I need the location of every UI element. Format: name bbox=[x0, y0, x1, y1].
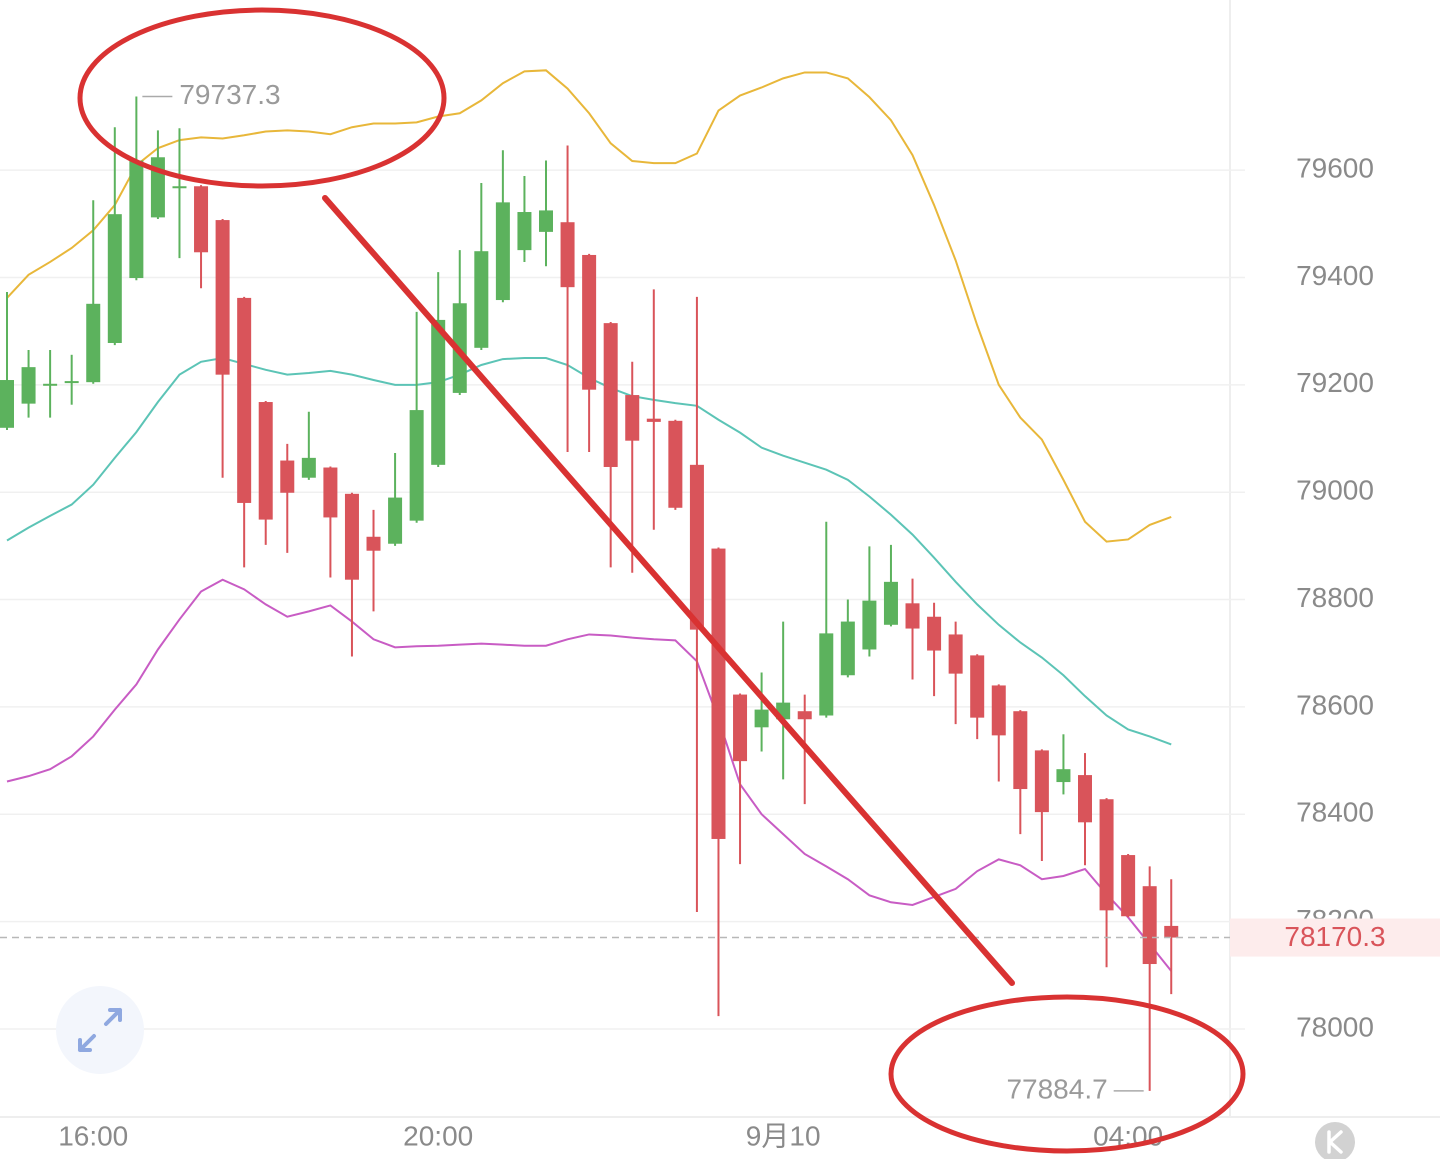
candle-body bbox=[819, 633, 834, 716]
candle-body bbox=[344, 493, 359, 580]
logo-bg bbox=[1315, 1122, 1355, 1162]
candle-body bbox=[1164, 925, 1179, 938]
candle-body bbox=[237, 297, 252, 503]
candle-body bbox=[948, 634, 963, 674]
max-label: 79737.3 bbox=[179, 79, 280, 110]
candle-body bbox=[797, 711, 812, 720]
candle-body bbox=[668, 420, 683, 508]
candle-body bbox=[258, 402, 273, 520]
candle-body bbox=[733, 694, 748, 762]
band-line bbox=[6, 69, 1172, 543]
candle-body bbox=[970, 655, 985, 718]
candle-body bbox=[905, 603, 920, 629]
logo-k bbox=[1327, 1130, 1343, 1154]
candle-body bbox=[625, 395, 640, 441]
y-tick-label: 78400 bbox=[1296, 797, 1374, 828]
candle-body bbox=[474, 251, 489, 348]
y-tick-label: 78000 bbox=[1296, 1011, 1374, 1042]
candle-body bbox=[0, 380, 14, 428]
candle-body bbox=[215, 220, 230, 375]
candle-body bbox=[1056, 769, 1071, 783]
candle-body bbox=[883, 581, 898, 625]
candle-body bbox=[1099, 799, 1114, 911]
x-tick-label: 9月10 bbox=[746, 1120, 821, 1151]
candle-body bbox=[646, 418, 661, 422]
x-tick-label: 20:00 bbox=[403, 1120, 473, 1151]
candle-body bbox=[1121, 855, 1136, 917]
annotations bbox=[77, 7, 1246, 1154]
y-tick-label: 79000 bbox=[1296, 475, 1374, 506]
candle-body bbox=[323, 467, 338, 518]
candle-body bbox=[107, 214, 122, 343]
candle-body bbox=[409, 410, 424, 521]
candle-body bbox=[517, 212, 532, 251]
candle-body bbox=[280, 460, 295, 493]
candle-body bbox=[754, 709, 769, 728]
x-tick-label: 16:00 bbox=[58, 1120, 128, 1151]
candle-body bbox=[1034, 750, 1049, 813]
candle-body bbox=[582, 254, 597, 390]
candle-body bbox=[388, 497, 403, 544]
candle-body bbox=[64, 381, 79, 384]
candle-body bbox=[603, 323, 618, 467]
grid bbox=[0, 169, 1245, 1030]
plot bbox=[0, 69, 1179, 1091]
expand-icon bbox=[78, 1008, 122, 1052]
candle-body bbox=[862, 600, 877, 650]
candle-body bbox=[560, 222, 575, 288]
candle-body bbox=[1013, 711, 1028, 790]
current-price-label: 78170.3 bbox=[1284, 921, 1385, 952]
candle-body bbox=[927, 616, 942, 651]
candle-body bbox=[21, 367, 36, 404]
candle-body bbox=[1078, 775, 1092, 823]
min-label: 77884.7 bbox=[1006, 1073, 1107, 1104]
candle-body bbox=[194, 186, 209, 253]
candle-body bbox=[431, 319, 446, 465]
axis-labels: 7800078200784007860078800790007920079400… bbox=[0, 79, 1440, 1151]
candle-body bbox=[129, 160, 144, 279]
candle-body bbox=[366, 536, 381, 551]
expand-button-bg bbox=[56, 986, 144, 1074]
annotation-ellipse bbox=[888, 994, 1246, 1154]
y-tick-label: 79600 bbox=[1296, 153, 1374, 184]
candle-body bbox=[840, 621, 855, 676]
expand-button[interactable] bbox=[56, 986, 144, 1074]
y-tick-label: 79200 bbox=[1296, 367, 1374, 398]
y-tick-label: 78600 bbox=[1296, 689, 1374, 720]
annotation-trend-line bbox=[322, 195, 1015, 986]
band-line bbox=[6, 578, 1173, 972]
y-tick-label: 78800 bbox=[1296, 582, 1374, 613]
candle-body bbox=[43, 383, 58, 386]
candle-body bbox=[1142, 886, 1157, 965]
candle-body bbox=[539, 210, 553, 232]
candle-body bbox=[689, 464, 704, 630]
candle-body bbox=[495, 202, 510, 301]
candle-body bbox=[991, 685, 1006, 736]
candle-body bbox=[172, 186, 187, 189]
candle-body bbox=[711, 548, 726, 839]
candle-body bbox=[301, 457, 316, 478]
current-price-box bbox=[1230, 918, 1440, 957]
candle-body bbox=[86, 303, 101, 383]
y-tick-label: 79400 bbox=[1296, 260, 1374, 291]
annotation-ellipse bbox=[77, 7, 447, 189]
